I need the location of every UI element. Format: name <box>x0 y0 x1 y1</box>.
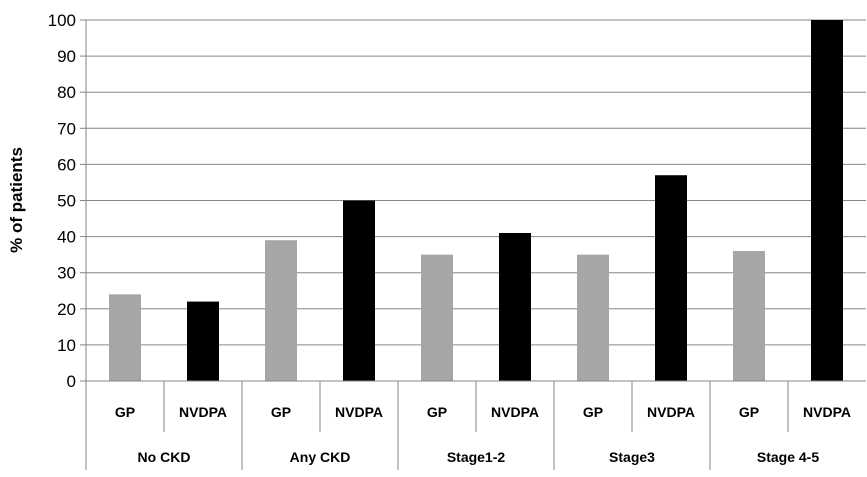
bar-gp <box>265 240 297 381</box>
x-category-label: GP <box>583 404 603 420</box>
x-category-label: GP <box>739 404 759 420</box>
y-axis-label: % of patients <box>7 147 26 253</box>
y-tick-label: 70 <box>57 119 76 138</box>
x-group-label: No CKD <box>138 449 191 465</box>
x-category-label: NVDPA <box>803 404 851 420</box>
x-group-label: Any CKD <box>290 449 351 465</box>
x-category-label: GP <box>271 404 291 420</box>
bar-nvdpa <box>499 232 531 381</box>
x-category-label: GP <box>427 404 447 420</box>
bar-gp <box>577 254 609 381</box>
bar-nvdpa <box>187 301 219 381</box>
y-tick-labels: 0 10 20 30 40 50 60 70 80 90 100 <box>48 11 76 391</box>
x-category-labels: GP NVDPA GP NVDPA GP NVDPA GP NVDPA GP NVDPA <box>115 404 851 420</box>
x-category-label: NVDPA <box>491 404 539 420</box>
bar-gp <box>733 251 765 381</box>
bar-gp <box>421 254 453 381</box>
y-tick-label: 10 <box>57 336 76 355</box>
y-tick-label: 20 <box>57 300 76 319</box>
bar-nvdpa <box>655 175 687 381</box>
x-group-label: Stage 4-5 <box>757 449 819 465</box>
y-tick-label: 100 <box>48 11 76 30</box>
axes <box>80 19 866 470</box>
bar-nvdpa <box>343 200 375 381</box>
y-tick-label: 0 <box>67 372 76 391</box>
x-category-label: GP <box>115 404 135 420</box>
y-tick-label: 50 <box>57 192 76 211</box>
y-tick-label: 90 <box>57 47 76 66</box>
x-group-label: Stage3 <box>609 449 655 465</box>
y-tick-label: 40 <box>57 228 76 247</box>
y-tick-label: 30 <box>57 264 76 283</box>
y-tick-label: 60 <box>57 155 76 174</box>
bar-gp <box>109 294 141 381</box>
x-category-label: NVDPA <box>179 404 227 420</box>
bar-nvdpa <box>811 20 843 381</box>
bars <box>109 20 843 381</box>
x-group-labels: No CKD Any CKD Stage1-2 Stage3 Stage 4-5 <box>138 449 820 465</box>
x-category-label: NVDPA <box>335 404 383 420</box>
x-category-label: NVDPA <box>647 404 695 420</box>
x-group-label: Stage1-2 <box>447 449 506 465</box>
y-tick-label: 80 <box>57 83 76 102</box>
